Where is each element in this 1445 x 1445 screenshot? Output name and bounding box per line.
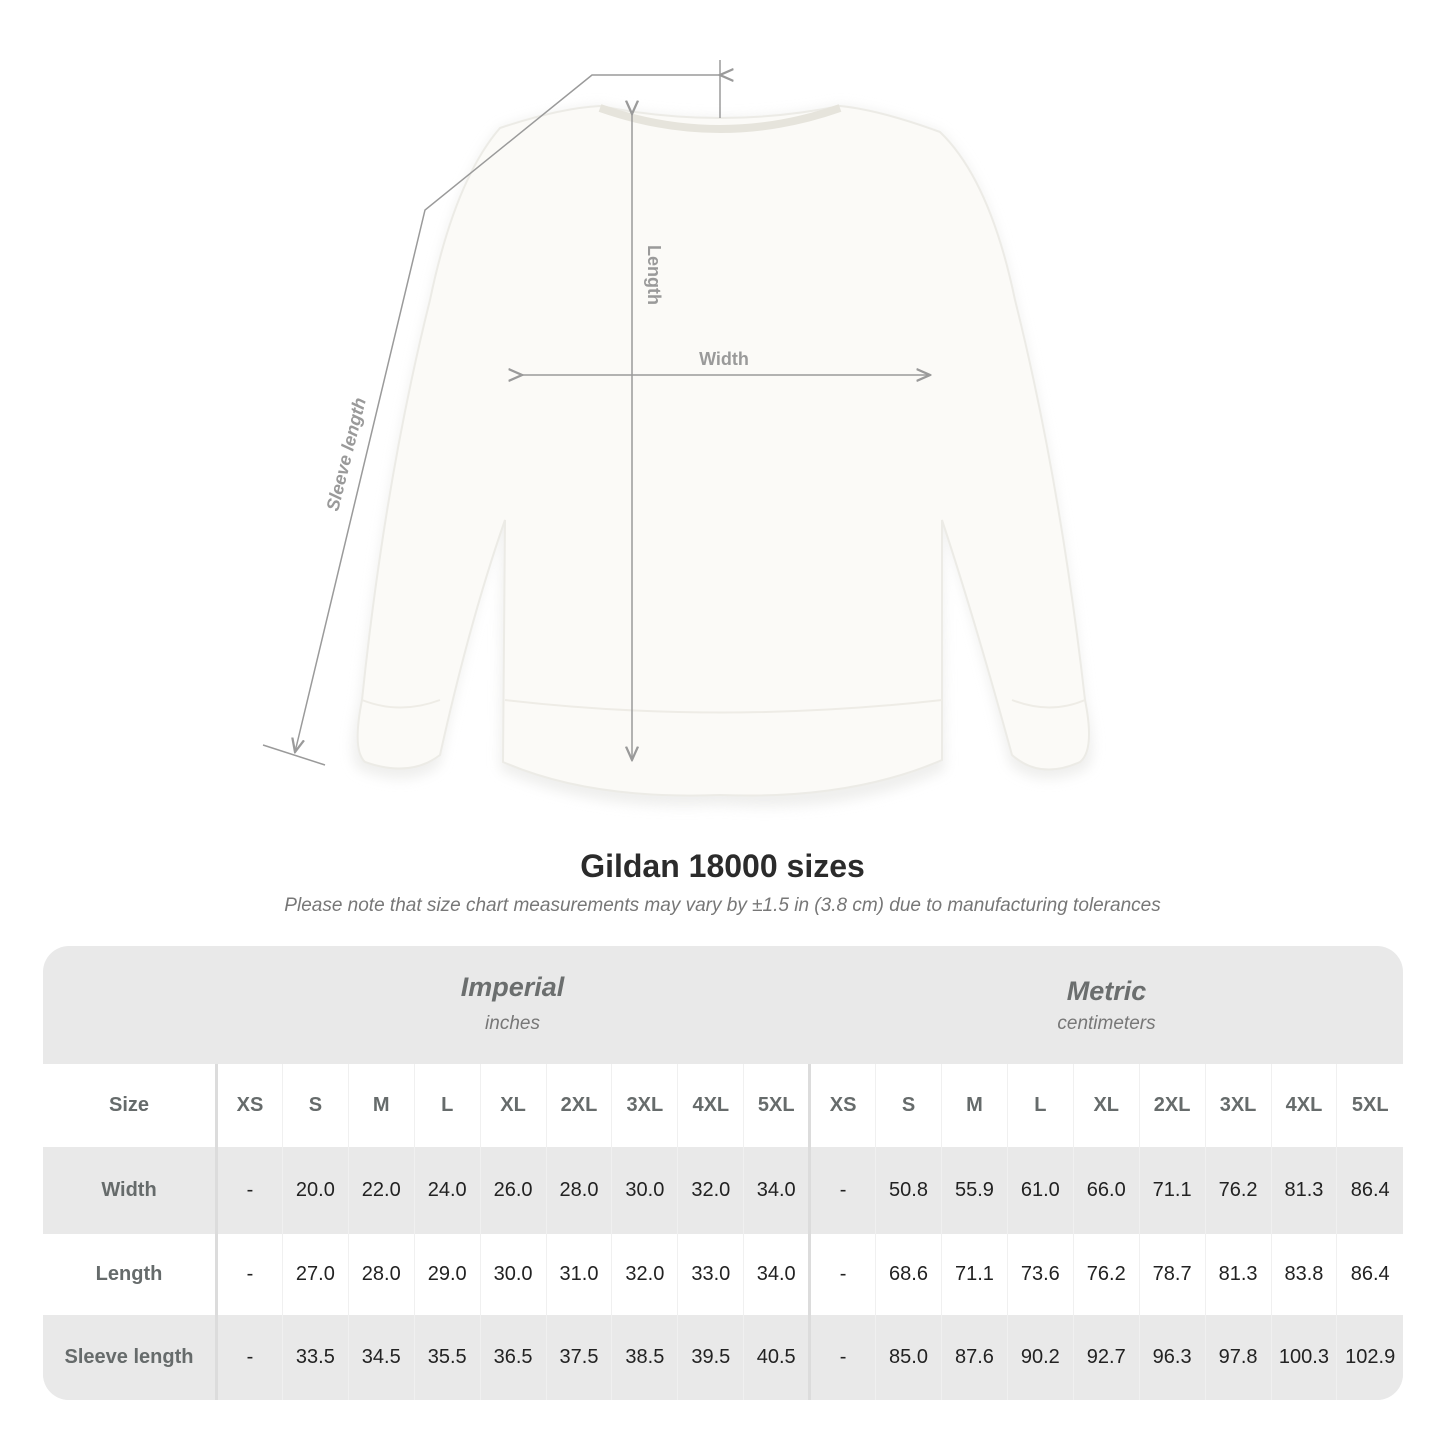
table-row: Sleeve length -33.5 34.5 35.5 36.5 37.5 38.5 39…	[43, 1315, 1403, 1400]
imperial-value: 34.5	[347, 1315, 415, 1400]
row-label: Size	[43, 1064, 218, 1147]
size-table: Size XS S M L XL 2XL 3XL 4XL 5XL XS S M L XL 2XL 3XL 4XL 5…	[43, 1064, 1403, 1400]
metric-value: 100.3	[1270, 1315, 1337, 1400]
sweatshirt-body	[356, 104, 1090, 797]
row-label: Length	[43, 1234, 218, 1315]
metric-size-header: XS	[808, 1064, 876, 1147]
metric-value: 50.8	[875, 1147, 942, 1234]
metric-size-header: L	[1006, 1064, 1074, 1147]
length-label: Length	[644, 245, 664, 305]
imperial-value: 34.0	[743, 1147, 810, 1234]
imperial-label: Imperial	[460, 972, 565, 1002]
metric-value: 92.7	[1072, 1315, 1140, 1400]
width-label: Width	[699, 349, 749, 369]
sweatshirt	[352, 104, 1093, 807]
imperial-value: 33.5	[281, 1315, 349, 1400]
imperial-size-header: M	[347, 1064, 415, 1147]
metric-size-header: S	[875, 1064, 942, 1147]
metric-value: 55.9	[940, 1147, 1008, 1234]
metric-value: 86.4	[1336, 1234, 1403, 1315]
metric-value: 81.3	[1204, 1234, 1271, 1315]
imperial-value: 40.5	[743, 1315, 810, 1400]
metric-unit: centimeters	[1057, 1013, 1156, 1034]
imperial-value: 36.5	[479, 1315, 547, 1400]
metric-value: 61.0	[1006, 1147, 1074, 1234]
metric-value: 81.3	[1270, 1147, 1337, 1234]
imperial-value: 32.0	[677, 1147, 744, 1234]
imperial-value: -	[216, 1315, 283, 1400]
imperial-value: 20.0	[281, 1147, 349, 1234]
metric-value: -	[808, 1147, 876, 1234]
metric-header: Metric centimeters	[810, 946, 1403, 1064]
size-chart: Imperial inches Metric centimeters Size X…	[43, 946, 1403, 1400]
metric-value: 71.1	[940, 1234, 1008, 1315]
imperial-value: 30.0	[479, 1234, 547, 1315]
imperial-size-header: S	[281, 1064, 349, 1147]
metric-size-header: 3XL	[1204, 1064, 1271, 1147]
imperial-value: 29.0	[413, 1234, 481, 1315]
imperial-size-header: XL	[479, 1064, 547, 1147]
metric-value: -	[808, 1315, 876, 1400]
metric-size-header: 4XL	[1270, 1064, 1337, 1147]
imperial-value: 34.0	[743, 1234, 810, 1315]
measurement-lines	[262, 60, 930, 766]
imperial-value: 38.5	[611, 1315, 678, 1400]
imperial-size-header: XS	[216, 1064, 283, 1147]
imperial-size-header: 2XL	[545, 1064, 612, 1147]
imperial-value: 37.5	[545, 1315, 612, 1400]
imperial-size-header: 5XL	[743, 1064, 810, 1147]
metric-size-header: 5XL	[1336, 1064, 1403, 1147]
metric-value: 96.3	[1138, 1315, 1206, 1400]
metric-value: 76.2	[1204, 1147, 1271, 1234]
metric-value: 66.0	[1072, 1147, 1140, 1234]
imperial-value: 35.5	[413, 1315, 481, 1400]
metric-value: 71.1	[1138, 1147, 1206, 1234]
metric-value: 102.9	[1336, 1315, 1403, 1400]
sleeve-length-line	[295, 75, 720, 752]
metric-value: 76.2	[1072, 1234, 1140, 1315]
imperial-value: 28.0	[545, 1147, 612, 1234]
metric-value: 73.6	[1006, 1234, 1074, 1315]
imperial-value: 27.0	[281, 1234, 349, 1315]
imperial-value: -	[216, 1147, 283, 1234]
imperial-size-header: 3XL	[611, 1064, 678, 1147]
table-row: Length -27.0 28.0 29.0 30.0 31.0 32.0 33.0 34.0-…	[43, 1234, 1403, 1315]
row-label: Width	[43, 1147, 218, 1234]
metric-value: 97.8	[1204, 1315, 1271, 1400]
imperial-value: 30.0	[611, 1147, 678, 1234]
row-label: Sleeve length	[43, 1315, 218, 1400]
imperial-value: 24.0	[413, 1147, 481, 1234]
imperial-value: 33.0	[677, 1234, 744, 1315]
metric-value: 83.8	[1270, 1234, 1337, 1315]
sleeve-bottom-tick	[262, 744, 326, 766]
imperial-value: -	[216, 1234, 283, 1315]
imperial-header: Imperial inches	[215, 946, 810, 1064]
imperial-size-header: 4XL	[677, 1064, 744, 1147]
imperial-value: 26.0	[479, 1147, 547, 1234]
imperial-unit: inches	[485, 1013, 540, 1034]
metric-value: 68.6	[875, 1234, 942, 1315]
metric-value: 87.6	[940, 1315, 1008, 1400]
metric-label: Metric	[1066, 976, 1147, 1006]
imperial-value: 22.0	[347, 1147, 415, 1234]
metric-size-header: 2XL	[1138, 1064, 1206, 1147]
table-row: Width -20.0 22.0 24.0 26.0 28.0 30.0 32.0 34.0-5…	[43, 1147, 1403, 1234]
metric-value: 85.0	[875, 1315, 942, 1400]
size-header-row: Size XS S M L XL 2XL 3XL 4XL 5XL XS S M L XL 2XL 3XL 4XL 5…	[43, 1064, 1403, 1147]
metric-value: 78.7	[1138, 1234, 1206, 1315]
metric-value: 86.4	[1336, 1147, 1403, 1234]
imperial-value: 31.0	[545, 1234, 612, 1315]
metric-size-header: M	[940, 1064, 1008, 1147]
imperial-value: 32.0	[611, 1234, 678, 1315]
sleeve-length-label: Sleeve length	[322, 396, 369, 513]
sweatshirt-illustration: Length Width Sleeve length	[262, 60, 1093, 807]
imperial-value: 39.5	[677, 1315, 744, 1400]
chart-title: Gildan 18000 sizes	[580, 848, 865, 884]
tolerance-note: Please note that size chart measurements…	[284, 895, 1161, 916]
imperial-value: 28.0	[347, 1234, 415, 1315]
metric-value: 90.2	[1006, 1315, 1074, 1400]
metric-size-header: XL	[1072, 1064, 1140, 1147]
metric-value: -	[808, 1234, 876, 1315]
imperial-size-header: L	[413, 1064, 481, 1147]
